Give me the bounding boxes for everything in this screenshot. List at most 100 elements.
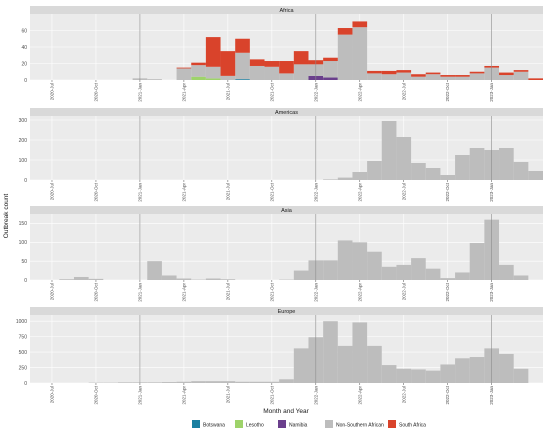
bar-non-southern-african-2021-04 <box>177 382 192 383</box>
x-tick-label: 2020-Oct <box>93 182 98 201</box>
x-tick-label: 2021-Apr <box>181 83 186 102</box>
bar-south-africa-2021-11 <box>279 61 294 73</box>
y-tick-label: 0 <box>24 178 27 184</box>
legend-swatch <box>278 420 286 428</box>
bar-non-southern-african-2021-10 <box>265 67 280 80</box>
x-tick-label: 2022-Apr <box>357 83 362 102</box>
bar-non-southern-african-2022-10 <box>440 175 455 180</box>
bar-non-southern-african-2023-03 <box>514 275 529 280</box>
bar-non-southern-african-2023-02 <box>499 148 514 180</box>
x-tick-label: 2022-Jul <box>401 183 406 200</box>
bar-non-southern-african-2021-11 <box>279 73 294 80</box>
x-tick-label: 2022-Oct <box>445 182 450 201</box>
x-tick-label: 2022-Jul <box>401 83 406 100</box>
bar-non-southern-african-2022-03 <box>338 178 353 180</box>
bar-non-southern-african-2022-02 <box>323 260 338 280</box>
panel-title: Asia <box>281 208 293 214</box>
bar-non-southern-african-2021-12 <box>294 348 309 383</box>
bar-south-africa-2022-11 <box>455 75 470 77</box>
x-tick-label: 2022-Jul <box>401 283 406 300</box>
bar-non-southern-african-2021-06 <box>206 278 221 280</box>
bar-non-southern-african-2023-04 <box>528 171 543 180</box>
legend-label: Botswana <box>203 423 225 429</box>
x-tick-label: 2021-Oct <box>269 385 274 404</box>
bar-non-southern-african-2021-06 <box>206 381 221 383</box>
x-tick-label: 2021-Oct <box>269 182 274 201</box>
bar-non-southern-african-2021-09 <box>250 382 265 383</box>
x-tick-label: 2022-Jan <box>313 183 318 202</box>
x-tick-label: 2021-Jul <box>225 183 230 200</box>
bar-non-southern-african-2021-03 <box>162 382 177 383</box>
bar-non-southern-african-2020-09 <box>74 277 89 280</box>
bar-south-africa-2021-07 <box>221 51 236 76</box>
bar-non-southern-african-2022-07 <box>396 369 411 383</box>
bar-non-southern-african-2022-11 <box>455 77 470 80</box>
x-tick-label: 2021-Jul <box>225 283 230 300</box>
y-tick-label: 0 <box>24 78 27 84</box>
x-tick-label: 2022-Jan <box>313 386 318 405</box>
bar-non-southern-african-2021-07 <box>221 76 236 80</box>
y-tick-label: 60 <box>21 28 27 34</box>
bar-south-africa-2021-05 <box>191 63 206 65</box>
bar-non-southern-african-2021-06 <box>206 67 221 79</box>
bar-non-southern-african-2022-08 <box>411 258 426 280</box>
bar-non-southern-african-2020-10 <box>89 279 104 280</box>
bar-non-southern-african-2022-02 <box>323 61 338 78</box>
bar-non-southern-african-2022-02 <box>323 179 338 180</box>
bar-south-africa-2022-07 <box>396 70 411 72</box>
bar-non-southern-african-2022-09 <box>426 371 441 383</box>
bar-non-southern-african-2023-02 <box>499 354 514 383</box>
legend-swatch <box>235 420 243 428</box>
x-tick-label: 2022-Jan <box>313 283 318 302</box>
y-tick-label: 300 <box>19 118 28 124</box>
y-tick-label: 0 <box>24 381 27 387</box>
legend-item-namibia: Namibia <box>278 420 308 429</box>
bar-non-southern-african-2022-12 <box>470 357 485 383</box>
x-tick-label: 2021-Jan <box>137 386 142 405</box>
x-tick-label: 2021-Apr <box>181 283 186 302</box>
y-tick-label: 1000 <box>16 319 27 325</box>
bar-non-southern-african-2022-09 <box>426 168 441 180</box>
bar-non-southern-african-2023-02 <box>499 75 514 80</box>
bar-non-southern-african-2022-11 <box>455 272 470 280</box>
legend-label: South Africa <box>399 423 426 429</box>
bar-non-southern-african-2022-07 <box>396 265 411 280</box>
bar-non-southern-african-2021-09 <box>250 66 265 80</box>
bar-non-southern-african-2022-08 <box>411 163 426 180</box>
bar-non-southern-african-2022-09 <box>426 74 441 80</box>
bar-south-africa-2021-09 <box>250 59 265 66</box>
bar-south-africa-2021-04 <box>177 68 192 69</box>
bar-south-africa-2022-04 <box>352 21 367 27</box>
x-tick-label: 2021-Jan <box>137 283 142 302</box>
bar-non-southern-african-2022-07 <box>396 137 411 180</box>
bar-non-southern-african-2022-09 <box>426 269 441 280</box>
bar-non-southern-african-2022-03 <box>338 240 353 280</box>
bar-non-southern-african-2022-06 <box>382 267 397 280</box>
y-tick-label: 200 <box>19 138 28 144</box>
legend-item-non-southern-african: Non-Southern African <box>325 420 384 429</box>
bar-non-southern-african-2021-12 <box>294 64 309 80</box>
bar-south-africa-2021-06 <box>206 37 221 67</box>
bar-south-africa-2023-03 <box>514 70 529 72</box>
bar-non-southern-african-2022-04 <box>352 322 367 383</box>
bar-non-southern-african-2022-08 <box>411 77 426 80</box>
bar-non-southern-african-2022-10 <box>440 364 455 383</box>
bar-south-africa-2023-04 <box>528 78 543 80</box>
x-tick-label: 2023-Jan <box>489 183 494 202</box>
y-tick-label: 20 <box>21 61 27 67</box>
bar-non-southern-african-2022-12 <box>470 73 485 80</box>
x-tick-label: 2020-Jul <box>49 386 54 403</box>
bar-south-africa-2022-06 <box>382 71 397 74</box>
y-tick-label: 500 <box>19 350 28 356</box>
bar-non-southern-african-2021-05 <box>191 381 206 383</box>
bar-south-africa-2021-12 <box>294 51 309 64</box>
bar-non-southern-african-2021-04 <box>177 278 192 280</box>
y-tick-label: 50 <box>21 259 27 265</box>
bar-non-southern-african-2021-08 <box>235 382 250 383</box>
bar-namibia-2022-02 <box>323 78 338 80</box>
y-tick-label: 100 <box>19 240 28 246</box>
